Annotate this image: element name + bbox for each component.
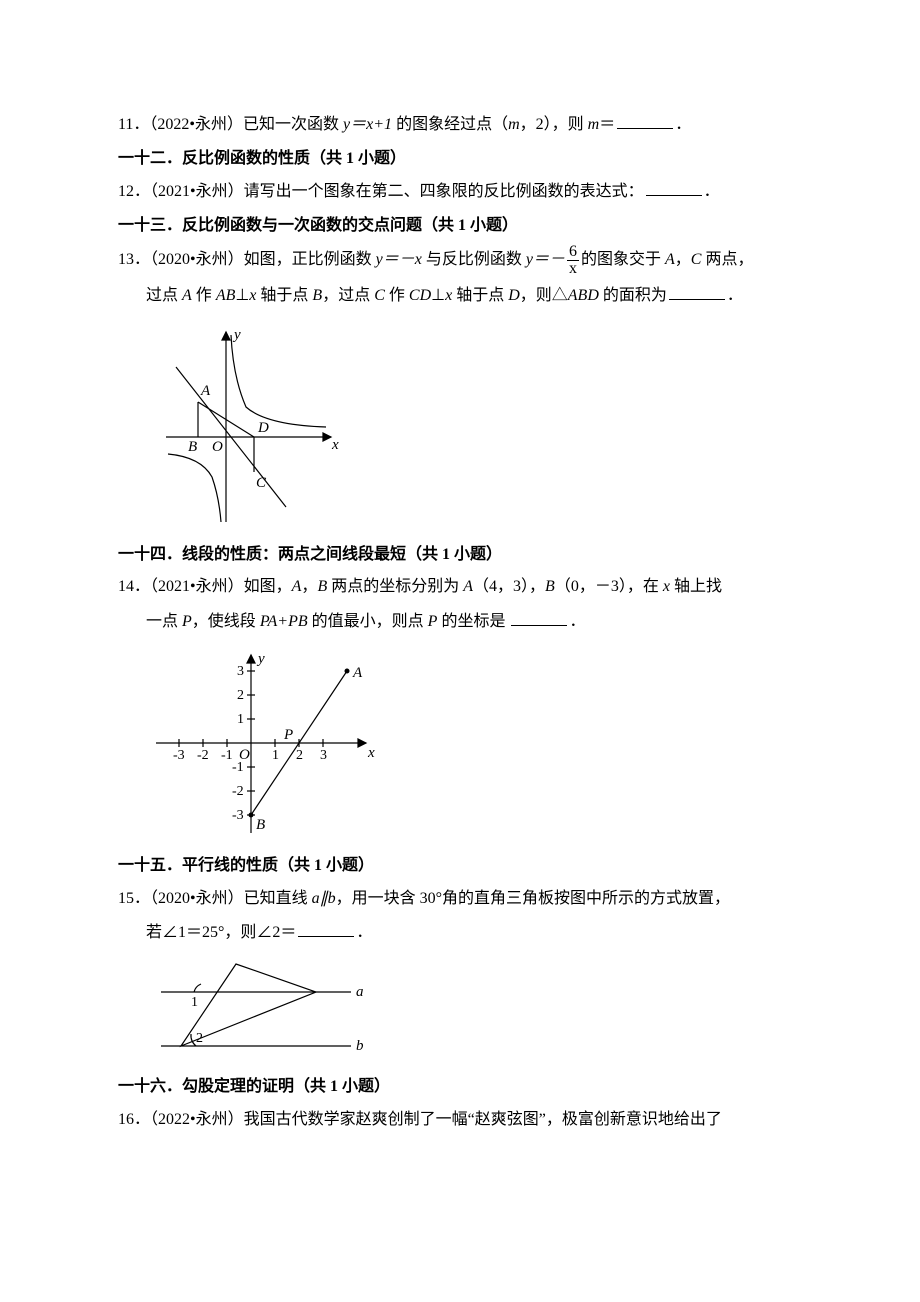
svg-text:-3: -3 <box>232 808 244 823</box>
svg-text:-1: -1 <box>221 748 233 763</box>
svg-text:D: D <box>257 420 269 436</box>
q-num: 13． <box>118 251 150 268</box>
section-16-heading: 一十六．勾股定理的证明（共 1 小题） <box>118 1072 802 1102</box>
svg-text:C: C <box>256 475 267 491</box>
svg-text:a: a <box>356 984 364 1000</box>
svg-text:-2: -2 <box>232 784 244 799</box>
q-num: 12． <box>118 183 150 200</box>
svg-text:-3: -3 <box>173 748 185 763</box>
section-13-heading: 一十三．反比例函数与一次函数的交点问题（共 1 小题） <box>118 211 802 241</box>
question-13-cont: 过点 A 作 AB⊥x 轴于点 B，过点 C 作 CD⊥x 轴于点 D，则△AB… <box>118 281 802 311</box>
svg-text:O: O <box>239 747 250 763</box>
svg-text:2: 2 <box>237 688 244 703</box>
q-num: 14． <box>118 578 150 595</box>
blank <box>669 282 725 300</box>
svg-text:2: 2 <box>296 748 303 763</box>
svg-text:2: 2 <box>196 1031 203 1046</box>
question-15: 15．（2020•永州）已知直线 a∥b，用一块含 30°角的直角三角板按图中所… <box>118 884 802 914</box>
figure-14: -3 -2 -1 1 2 3 1 2 3 -1 -2 -3 O P A B x … <box>118 643 802 843</box>
section-15-heading: 一十五．平行线的性质（共 1 小题） <box>118 851 802 881</box>
question-14: 14．（2021•永州）如图，A，B 两点的坐标分别为 A（4，3），B（0，－… <box>118 572 802 602</box>
svg-text:y: y <box>232 327 241 343</box>
svg-text:b: b <box>356 1038 364 1054</box>
figure-13: y x A B O D C <box>118 317 802 532</box>
q-src: （2021•永州） <box>150 183 244 200</box>
q-src: （2022•永州） <box>150 1111 244 1128</box>
svg-text:x: x <box>367 745 375 761</box>
svg-text:P: P <box>283 727 293 743</box>
section-12-heading: 一十二．反比例函数的性质（共 1 小题） <box>118 144 802 174</box>
q-num: 11． <box>118 116 149 133</box>
question-15-cont: 若∠1＝25°，则∠2＝． <box>118 918 802 948</box>
svg-text:B: B <box>188 439 197 455</box>
section-14-heading: 一十四．线段的性质：两点之间线段最短（共 1 小题） <box>118 540 802 570</box>
question-14-cont: 一点 P，使线段 PA+PB 的值最小，则点 P 的坐标是 ． <box>118 607 802 637</box>
svg-text:1: 1 <box>272 748 279 763</box>
blank <box>298 919 354 937</box>
figure-15-svg: 1 2 a b <box>146 954 376 1064</box>
figure-14-svg: -3 -2 -1 1 2 3 1 2 3 -1 -2 -3 O P A B x … <box>146 643 381 843</box>
svg-text:-2: -2 <box>197 748 209 763</box>
fraction: 6x <box>567 244 579 277</box>
svg-text:A: A <box>200 383 211 399</box>
question-11: 11．（2022•永州）已知一次函数 y＝x+1 的图象经过点（m，2），则 m… <box>118 110 802 140</box>
figure-13-svg: y x A B O D C <box>146 317 346 532</box>
svg-text:x: x <box>331 437 339 453</box>
blank <box>617 111 673 129</box>
question-13: 13．（2020•永州）如图，正比例函数 y＝－x 与反比例函数 y＝－6x的图… <box>118 244 802 277</box>
question-12: 12．（2021•永州）请写出一个图象在第二、四象限的反比例函数的表达式：． <box>118 177 802 207</box>
svg-text:A: A <box>352 665 363 681</box>
q-src: （2021•永州） <box>150 578 244 595</box>
figure-15: 1 2 a b <box>118 954 802 1064</box>
svg-text:3: 3 <box>237 664 244 679</box>
question-16: 16．（2022•永州）我国古代数学家赵爽创制了一幅“赵爽弦图”，极富创新意识地… <box>118 1105 802 1135</box>
svg-text:B: B <box>256 817 265 833</box>
svg-text:3: 3 <box>320 748 327 763</box>
q-num: 15． <box>118 890 150 907</box>
svg-text:1: 1 <box>237 712 244 727</box>
svg-text:y: y <box>256 651 265 667</box>
blank <box>646 178 702 196</box>
q-src: （2020•永州） <box>150 251 244 268</box>
svg-text:1: 1 <box>191 995 198 1010</box>
blank <box>511 608 567 626</box>
q-src: （2022•永州） <box>149 116 243 133</box>
svg-text:O: O <box>212 439 223 455</box>
q-src: （2020•永州） <box>150 890 244 907</box>
q-num: 16． <box>118 1111 150 1128</box>
